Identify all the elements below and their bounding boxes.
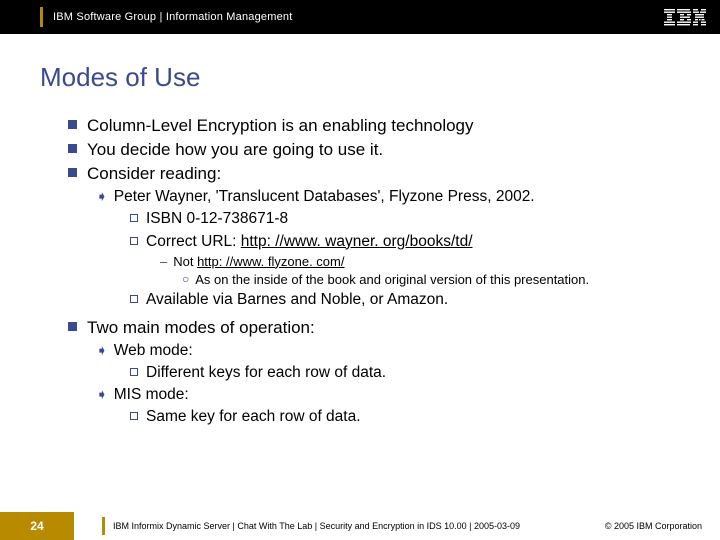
arrow-bullet-icon: ➧ bbox=[96, 342, 108, 359]
bullet-level3: ISBN 0-12-738671-8 bbox=[68, 209, 680, 229]
bullet-level2: ➧ MIS mode: bbox=[68, 385, 680, 405]
arrow-bullet-icon: ➧ bbox=[96, 188, 108, 205]
square-bullet-icon bbox=[68, 168, 77, 177]
bullet-level5: ○ As on the inside of the book and origi… bbox=[68, 272, 680, 289]
hollow-square-bullet-icon bbox=[130, 295, 138, 303]
ibm-logo-icon bbox=[664, 9, 706, 26]
square-bullet-icon bbox=[68, 120, 77, 129]
bullet-level1: Two main modes of operation: bbox=[68, 317, 680, 339]
bullet-level4: – Not http: //www. flyzone. com/ bbox=[68, 254, 680, 271]
bullet-text: Consider reading: bbox=[87, 163, 221, 185]
url-link[interactable]: http: //www. flyzone. com/ bbox=[197, 254, 344, 269]
footer-accent-bar bbox=[102, 517, 105, 535]
bullet-text: Correct URL: http: //www. wayner. org/bo… bbox=[146, 232, 473, 252]
slide-title: Modes of Use bbox=[40, 62, 680, 93]
bullet-level1: Column-Level Encryption is an enabling t… bbox=[68, 115, 680, 137]
text-prefix: Not bbox=[173, 254, 197, 269]
bullet-level3: Different keys for each row of data. bbox=[68, 363, 680, 383]
bullet-text: As on the inside of the book and origina… bbox=[195, 272, 589, 289]
page-number: 24 bbox=[0, 512, 74, 540]
header-bar: IBM Software Group | Information Managem… bbox=[0, 0, 720, 34]
bullet-text: Not http: //www. flyzone. com/ bbox=[173, 254, 344, 271]
bullet-text: ISBN 0-12-738671-8 bbox=[146, 209, 288, 229]
footer-text: IBM Informix Dynamic Server | Chat With … bbox=[113, 521, 605, 531]
bullet-level2: ➧ Peter Wayner, 'Translucent Databases',… bbox=[68, 187, 680, 207]
bullet-level3: Same key for each row of data. bbox=[68, 407, 680, 427]
hollow-square-bullet-icon bbox=[130, 368, 138, 376]
bullet-text: Same key for each row of data. bbox=[146, 407, 361, 427]
bullet-level1: You decide how you are going to use it. bbox=[68, 139, 680, 161]
footer-copyright: © 2005 IBM Corporation bbox=[605, 521, 702, 531]
bullet-level2: ➧ Web mode: bbox=[68, 341, 680, 361]
bullet-level1: Consider reading: bbox=[68, 163, 680, 185]
header-accent-bar bbox=[40, 7, 43, 27]
square-bullet-icon bbox=[68, 322, 77, 331]
header-left: IBM Software Group | Information Managem… bbox=[0, 0, 293, 34]
hollow-square-bullet-icon bbox=[130, 237, 138, 245]
slide-content: Modes of Use Column-Level Encryption is … bbox=[0, 34, 720, 427]
bullet-text: Available via Barnes and Noble, or Amazo… bbox=[146, 290, 448, 310]
bullet-level3: Available via Barnes and Noble, or Amazo… bbox=[68, 290, 680, 310]
bullet-list: Column-Level Encryption is an enabling t… bbox=[40, 115, 680, 427]
circle-bullet-icon: ○ bbox=[182, 272, 189, 286]
bullet-text: MIS mode: bbox=[114, 385, 189, 405]
bullet-text: Two main modes of operation: bbox=[87, 317, 315, 339]
bullet-text: Peter Wayner, 'Translucent Databases', F… bbox=[114, 187, 535, 207]
header-text: IBM Software Group | Information Managem… bbox=[53, 11, 293, 23]
square-bullet-icon bbox=[68, 144, 77, 153]
arrow-bullet-icon: ➧ bbox=[96, 386, 108, 403]
url-link[interactable]: http: //www. wayner. org/books/td/ bbox=[241, 233, 473, 250]
dash-bullet-icon: – bbox=[160, 254, 167, 269]
bullet-text: You decide how you are going to use it. bbox=[87, 139, 383, 161]
bullet-level3: Correct URL: http: //www. wayner. org/bo… bbox=[68, 232, 680, 252]
text-prefix: Correct URL: bbox=[146, 233, 241, 250]
footer-bar: 24 IBM Informix Dynamic Server | Chat Wi… bbox=[0, 512, 720, 540]
hollow-square-bullet-icon bbox=[130, 412, 138, 420]
bullet-text: Different keys for each row of data. bbox=[146, 363, 386, 383]
hollow-square-bullet-icon bbox=[130, 214, 138, 222]
bullet-text: Web mode: bbox=[114, 341, 193, 361]
bullet-text: Column-Level Encryption is an enabling t… bbox=[87, 115, 474, 137]
